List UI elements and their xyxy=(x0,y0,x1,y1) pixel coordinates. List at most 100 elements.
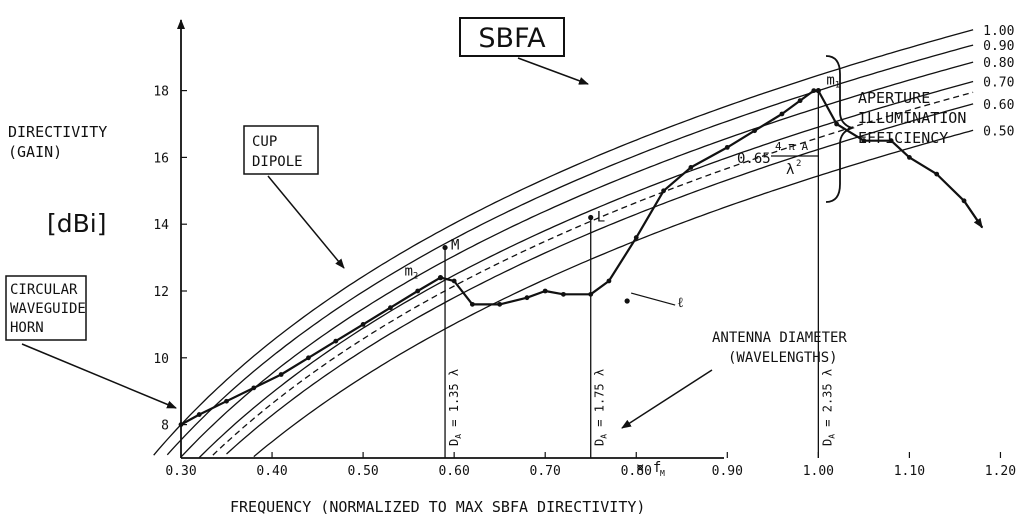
efficiency-bracket: APERTURE ILLUMINATION EFFICIENCY xyxy=(825,55,966,203)
cup-dipole-line-2: DIPOLE xyxy=(252,154,303,170)
series-point xyxy=(333,338,339,344)
series-point xyxy=(561,291,566,297)
efficiency-curve xyxy=(153,29,974,456)
marker-label: L xyxy=(597,210,605,226)
efficiency-label: 0.80 xyxy=(983,56,1014,71)
series-point xyxy=(724,144,730,150)
efficiency-label: 0.70 xyxy=(983,76,1014,91)
diameter-line-1: ANTENNA DIAMETER xyxy=(712,330,847,346)
series-point xyxy=(524,295,530,301)
series-point xyxy=(888,138,894,144)
x-axis-label: FREQUENCY (NORMALIZED TO MAX SBFA DIRECT… xyxy=(230,498,645,516)
y-axis-label-line-1: DIRECTIVITY xyxy=(8,123,107,141)
diameter-line-2: (WAVELENGTHS) xyxy=(728,350,838,366)
horn-callout: CIRCULAR WAVEGUIDE HORN xyxy=(5,275,177,409)
efficiency-curve xyxy=(166,44,974,456)
x-suffix-text: × f xyxy=(636,460,661,476)
series-point xyxy=(934,171,940,177)
point-markers: m1 m2 M Lℓ xyxy=(404,73,840,311)
horn-line-2: WAVEGUIDE xyxy=(10,301,86,317)
formula-denominator: λ xyxy=(786,162,794,178)
series-point xyxy=(661,188,666,194)
series-point xyxy=(469,301,475,307)
y-axis-label-line-2: (GAIN) xyxy=(8,143,62,161)
series-point xyxy=(251,385,257,391)
x-tick-label: 1.00 xyxy=(803,464,834,479)
y-tick-label: 18 xyxy=(153,85,169,100)
marker-label: M xyxy=(451,238,459,254)
x-tick-label: 1.20 xyxy=(985,464,1016,479)
efficiency-curve xyxy=(253,129,974,458)
series-point xyxy=(606,278,612,284)
series-point xyxy=(388,305,393,311)
marker-point xyxy=(815,88,821,94)
series-point xyxy=(779,111,785,117)
x-axis-suffix: × f M xyxy=(636,460,665,478)
bracket-label-line-3: EFFICIENCY xyxy=(858,129,948,147)
axes xyxy=(177,19,1002,459)
bracket-label-line-1: APERTURE xyxy=(858,89,930,107)
x-tick-label: 0.50 xyxy=(347,464,378,479)
marker-label: ℓ xyxy=(677,295,684,311)
diameter-label: DA = 1.35 λ xyxy=(447,369,463,446)
bracket-label-line-2: ILLUMINATION xyxy=(858,109,966,127)
sbfa-callout: SBFA xyxy=(459,17,589,85)
marker-point xyxy=(624,298,630,304)
efficiency-label: 0.90 xyxy=(983,39,1014,54)
series-point xyxy=(907,155,912,160)
y-unit-label: [dBi] xyxy=(47,209,106,238)
marker-point xyxy=(588,214,594,221)
diameter-lines: DA = 1.35 λ DA = 1.75 λ DA = 2.35 λ xyxy=(444,90,836,458)
series-point xyxy=(497,301,503,307)
x-tick-label: 0.90 xyxy=(712,464,743,479)
y-tick-label: 8 xyxy=(161,419,169,434)
horn-line-1: CIRCULAR xyxy=(10,282,78,298)
x-tick-label: 0.60 xyxy=(438,464,469,479)
sbfa-label: SBFA xyxy=(478,23,546,54)
y-tick-label: 14 xyxy=(153,218,169,233)
x-tick-label: 0.80 xyxy=(621,464,652,479)
efficiency-curves: 1.000.90 0.80 0.70 0.60 0.50 xyxy=(153,24,1014,459)
efficiency-curve xyxy=(226,103,974,455)
series-point xyxy=(752,128,758,134)
marker-leader xyxy=(630,292,676,306)
series-point xyxy=(415,288,421,294)
horn-line-3: HORN xyxy=(10,320,44,336)
series-point xyxy=(542,288,548,294)
antenna-diameter-callout: ANTENNA DIAMETER (WAVELENGTHS) xyxy=(621,330,847,429)
marker-point xyxy=(442,244,448,251)
series-point xyxy=(688,165,694,170)
y-tick-label: 10 xyxy=(153,352,169,367)
y-tick-label: 16 xyxy=(153,151,169,166)
series-point xyxy=(360,322,366,327)
x-tick-label: 0.70 xyxy=(530,464,561,479)
series-point xyxy=(834,121,839,127)
diameter-label: DA = 1.75 λ xyxy=(593,369,609,446)
tick-labels: 0.30 0.40 0.50 0.60 0.70 0.80 0.90 1.00 1.10 1.20… xyxy=(153,85,1016,479)
series-end-arrow xyxy=(963,200,984,229)
x-tick-label: 0.30 xyxy=(165,464,196,479)
efficiency-label: 1.00 xyxy=(983,24,1014,39)
efficiency-curve xyxy=(198,80,974,459)
series-point xyxy=(306,355,311,361)
efficiency-label: 0.50 xyxy=(983,124,1014,139)
efficiency-label: 0.60 xyxy=(983,98,1014,113)
formula-numerator: 4 π A xyxy=(775,140,808,153)
efficiency-curve-dashed xyxy=(212,91,974,456)
y-axis-title: DIRECTIVITY (GAIN) xyxy=(8,123,107,161)
series-point xyxy=(633,235,639,240)
dashed-efficiency-value: 0.65 xyxy=(737,151,771,167)
x-suffix-subscript: M xyxy=(660,469,665,478)
marker-label: m2 xyxy=(404,264,418,282)
formula-exponent: 2 xyxy=(796,159,801,169)
series-point xyxy=(196,412,202,417)
cup-dipole-callout: CUP DIPOLE xyxy=(243,125,345,269)
series-point xyxy=(811,88,817,93)
efficiency-formula: 0.65 4 π A λ 2 xyxy=(737,140,818,178)
cup-dipole-line-1: CUP xyxy=(252,134,277,150)
series-point xyxy=(797,98,803,104)
series-point xyxy=(224,398,229,404)
efficiency-curve xyxy=(180,61,974,458)
x-tick-label: 1.10 xyxy=(894,464,925,479)
